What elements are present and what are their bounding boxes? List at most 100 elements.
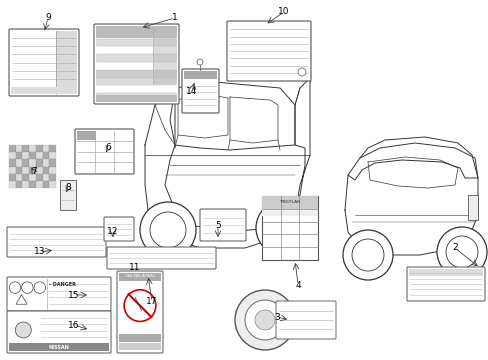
FancyBboxPatch shape: [104, 217, 134, 241]
Bar: [9, 152, 16, 159]
Bar: [29, 159, 36, 166]
FancyBboxPatch shape: [7, 227, 106, 257]
Text: 16: 16: [68, 320, 80, 329]
Bar: [49, 145, 56, 152]
Circle shape: [256, 200, 311, 256]
Bar: [49, 159, 56, 166]
Bar: [9, 166, 16, 174]
Bar: [77, 131, 96, 140]
Bar: [16, 166, 22, 174]
Text: TIRE/FLAN: TIRE/FLAN: [279, 201, 300, 204]
FancyBboxPatch shape: [94, 24, 179, 104]
Text: 7: 7: [31, 167, 37, 176]
Circle shape: [124, 290, 156, 321]
Bar: [96, 26, 177, 38]
Text: 10: 10: [278, 8, 289, 17]
Text: 15: 15: [68, 291, 80, 300]
Circle shape: [150, 212, 185, 248]
Bar: [49, 152, 56, 159]
Bar: [96, 70, 177, 78]
FancyBboxPatch shape: [9, 29, 79, 96]
Bar: [29, 145, 36, 152]
Bar: [42, 174, 49, 181]
Bar: [42, 166, 49, 174]
Bar: [153, 26, 177, 84]
Circle shape: [21, 282, 33, 293]
Bar: [22, 166, 29, 174]
Circle shape: [297, 68, 305, 76]
Text: 6: 6: [105, 144, 111, 153]
Circle shape: [436, 227, 486, 277]
FancyBboxPatch shape: [117, 271, 163, 353]
Circle shape: [445, 236, 477, 268]
Bar: [96, 95, 177, 102]
FancyBboxPatch shape: [75, 129, 134, 174]
Bar: [96, 54, 177, 62]
Bar: [96, 39, 177, 46]
Bar: [49, 166, 56, 174]
Bar: [119, 334, 161, 342]
Circle shape: [140, 202, 196, 258]
Circle shape: [351, 239, 383, 271]
Bar: [9, 343, 109, 351]
FancyBboxPatch shape: [275, 301, 335, 339]
Text: GAS BAG AIRBAG: GAS BAG AIRBAG: [124, 274, 155, 278]
Bar: [262, 209, 317, 216]
FancyBboxPatch shape: [7, 311, 111, 353]
Bar: [60, 180, 76, 210]
FancyBboxPatch shape: [7, 277, 111, 311]
Bar: [36, 181, 42, 188]
Bar: [42, 145, 49, 152]
Text: 3: 3: [274, 312, 279, 321]
FancyBboxPatch shape: [406, 267, 484, 301]
FancyBboxPatch shape: [226, 21, 310, 81]
Bar: [42, 159, 49, 166]
Bar: [262, 196, 317, 260]
Circle shape: [254, 310, 274, 330]
Circle shape: [9, 282, 20, 293]
Bar: [29, 174, 36, 181]
Bar: [9, 159, 16, 166]
Circle shape: [235, 290, 294, 350]
Bar: [11, 87, 77, 94]
Bar: [9, 181, 16, 188]
Text: 9: 9: [45, 13, 51, 22]
Bar: [467, 195, 477, 220]
Bar: [29, 181, 36, 188]
Text: 11: 11: [129, 264, 141, 273]
Bar: [36, 152, 42, 159]
Circle shape: [342, 230, 392, 280]
Bar: [96, 93, 177, 101]
Text: 5: 5: [215, 220, 221, 230]
Text: 4: 4: [295, 280, 300, 289]
Bar: [16, 159, 22, 166]
Bar: [16, 152, 22, 159]
Bar: [16, 174, 22, 181]
Bar: [22, 159, 29, 166]
Bar: [36, 166, 42, 174]
Bar: [42, 152, 49, 159]
Text: 13: 13: [34, 248, 46, 256]
FancyBboxPatch shape: [200, 209, 245, 241]
Text: 2: 2: [451, 243, 457, 252]
Text: NISSAN: NISSAN: [48, 345, 69, 350]
Bar: [22, 174, 29, 181]
FancyBboxPatch shape: [107, 247, 216, 269]
Bar: [16, 181, 22, 188]
Bar: [96, 78, 177, 85]
Polygon shape: [16, 294, 27, 304]
Bar: [22, 145, 29, 152]
Bar: [29, 166, 36, 174]
Bar: [119, 343, 161, 350]
Bar: [16, 145, 22, 152]
Bar: [262, 196, 317, 209]
Circle shape: [34, 282, 45, 293]
Bar: [36, 174, 42, 181]
Text: 8: 8: [65, 184, 71, 193]
Bar: [56, 31, 77, 94]
Bar: [22, 152, 29, 159]
Text: - DANGER: - DANGER: [49, 282, 76, 287]
Circle shape: [265, 210, 302, 246]
Bar: [36, 159, 42, 166]
Text: 17: 17: [146, 297, 158, 306]
